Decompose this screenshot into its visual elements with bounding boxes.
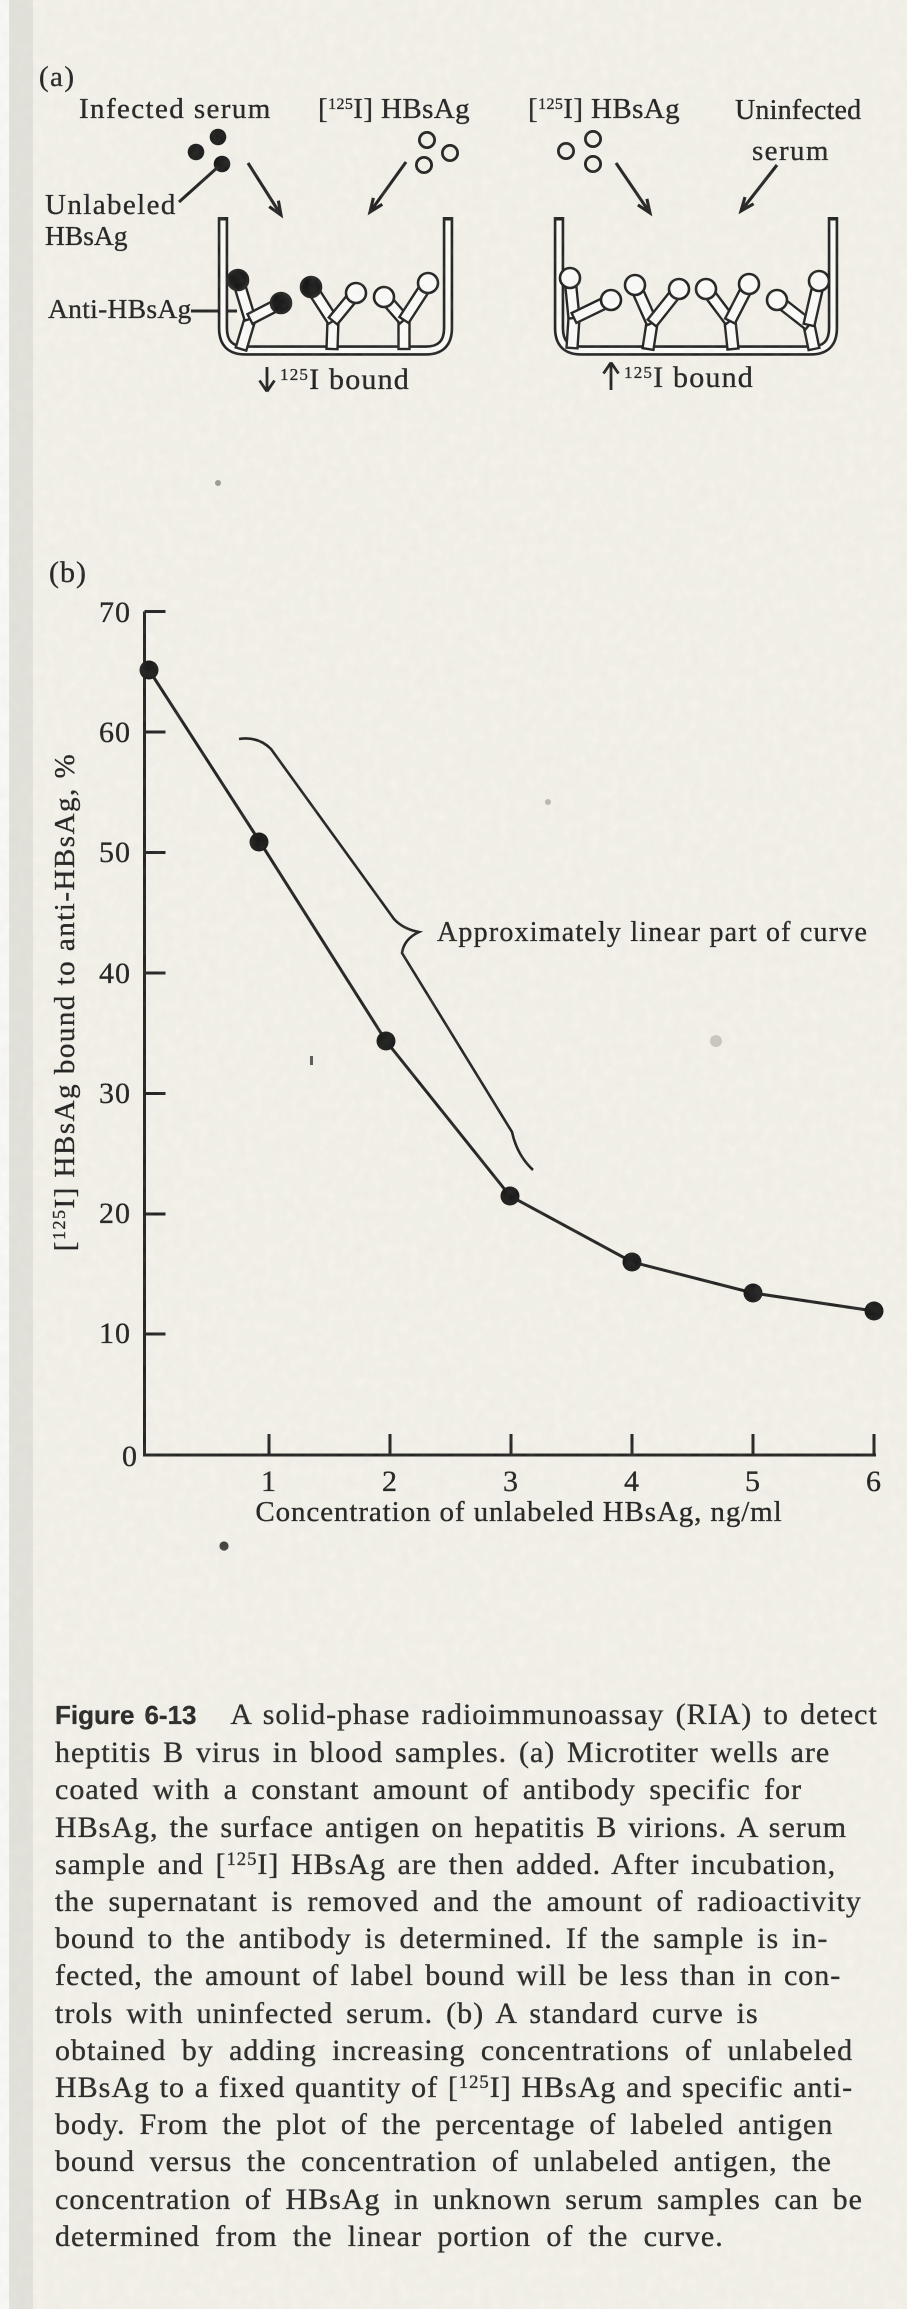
svg-text:125I bound: 125I bound (624, 361, 754, 394)
svg-text:[125I] HBsAg: [125I] HBsAg (528, 93, 680, 125)
svg-text:Infected serum: Infected serum (79, 93, 272, 125)
svg-text:2: 2 (382, 1465, 398, 1498)
svg-text:HBsAg: HBsAg (45, 220, 128, 251)
svg-text:(a): (a) (39, 61, 75, 93)
svg-text:6: 6 (866, 1465, 882, 1498)
svg-text:Uninfected: Uninfected (735, 95, 861, 126)
svg-text:Anti-HBsAg: Anti-HBsAg (48, 293, 192, 324)
svg-text:10: 10 (99, 1317, 131, 1350)
svg-text:70: 70 (99, 596, 131, 629)
svg-text:[125I] HBsAg: [125I] HBsAg (318, 93, 470, 125)
svg-text:4: 4 (624, 1465, 640, 1498)
svg-text:20: 20 (99, 1197, 131, 1230)
svg-text:0: 0 (122, 1440, 138, 1473)
svg-text:40: 40 (99, 957, 131, 990)
svg-text:Unlabeled: Unlabeled (45, 189, 177, 221)
svg-text:Concentration of unlabeled HBs: Concentration of unlabeled HBsAg, ng/ml (255, 1496, 782, 1528)
svg-text:serum: serum (752, 135, 830, 167)
svg-text:[125I] HBsAg bound to anti-HBs: [125I] HBsAg bound to anti-HBsAg, % (49, 753, 81, 1251)
svg-text:Approximately linear part of c: Approximately linear part of curve (437, 917, 868, 948)
svg-text:(b): (b) (49, 556, 87, 589)
svg-text:50: 50 (99, 836, 131, 869)
svg-text:60: 60 (99, 716, 131, 749)
svg-text:5: 5 (745, 1465, 761, 1498)
svg-text:30: 30 (99, 1077, 131, 1110)
svg-text:125I bound: 125I bound (280, 363, 410, 396)
svg-text:1: 1 (261, 1465, 277, 1498)
svg-text:3: 3 (503, 1465, 519, 1498)
